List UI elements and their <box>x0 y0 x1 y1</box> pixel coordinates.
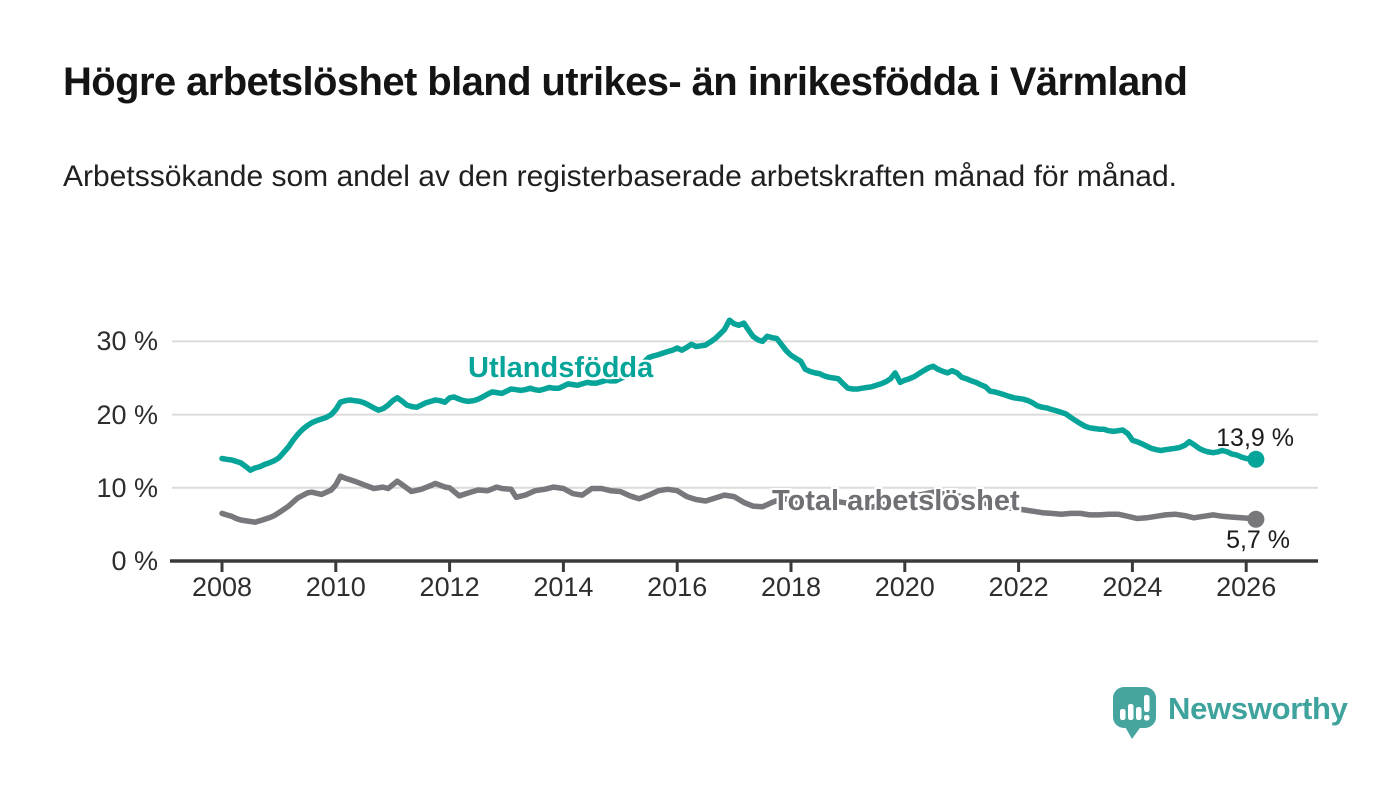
end-dot-utlandsfodda <box>1247 450 1265 468</box>
x-tick-label: 2008 <box>191 572 253 602</box>
series-line-total <box>219 473 1259 525</box>
x-tick-label: 2018 <box>760 572 822 602</box>
y-tick-label: 0 % <box>111 546 158 576</box>
end-value-total-arbetsloshet: 5,7 % <box>1226 526 1290 554</box>
x-tick-label: 2014 <box>533 572 594 602</box>
y-tick-label: 30 % <box>96 326 158 357</box>
y-tick-label: 10 % <box>96 472 158 503</box>
series-label-total-arbetsloshet: Total arbetslöshet <box>772 485 1020 517</box>
series-label-utlandsfodda: Utlandsfödda <box>468 352 654 384</box>
brand-name: Newsworthy <box>1168 691 1348 726</box>
x-tick-label: 2022 <box>988 572 1049 602</box>
x-tick-label: 2010 <box>305 572 366 602</box>
x-tick-label: 2026 <box>1216 572 1277 602</box>
x-tick-label: 2024 <box>1102 572 1163 602</box>
end-dot-total <box>1247 510 1265 528</box>
x-tick-label: 2016 <box>647 572 708 602</box>
x-tick-label: 2012 <box>419 572 480 602</box>
newsworthy-brand: Newsworthy <box>1112 686 1348 740</box>
end-value-utlandsfodda: 13,9 % <box>1216 424 1294 452</box>
y-tick-label: 20 % <box>96 399 158 430</box>
series-line-utlandsfodda <box>219 317 1259 473</box>
page-title: Högre arbetslöshet bland utrikes- än inr… <box>63 60 1188 104</box>
speech-bubble-bar-chart-icon <box>1113 687 1156 739</box>
x-tick-label: 2020 <box>874 572 935 602</box>
chart-subtitle: Arbetssökande som andel av den registerb… <box>63 160 1177 193</box>
